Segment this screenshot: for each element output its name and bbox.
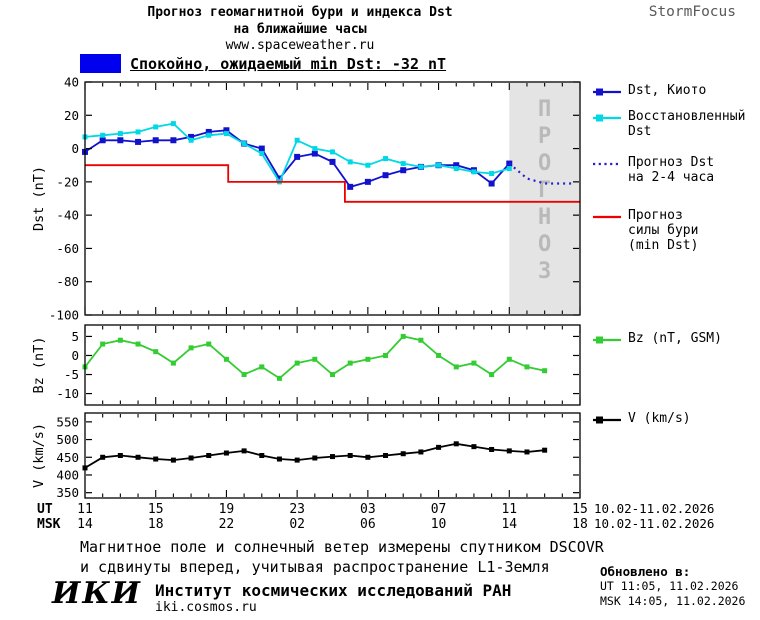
svg-text:-40: -40 xyxy=(56,208,79,223)
legend-item-v: V (km/s) xyxy=(592,411,691,427)
source-website: www.spaceweather.ru xyxy=(225,38,375,53)
svg-text:40: 40 xyxy=(64,76,79,90)
institute-name: Институт космических исследований РАН xyxy=(155,581,512,600)
bz-swatch-icon xyxy=(593,336,621,344)
svg-text:-60: -60 xyxy=(56,241,79,256)
legend-item-dst-kyoto: Dst, Киото xyxy=(592,83,706,99)
v-swatch-icon xyxy=(593,416,621,424)
svg-text:-80: -80 xyxy=(56,274,79,289)
legend-forecast-label-line2: на 2-4 часа xyxy=(628,170,715,185)
svg-text:-100: -100 xyxy=(49,308,79,322)
svg-text:10.02-11.02.2026: 10.02-11.02.2026 xyxy=(594,516,714,531)
measurement-note-line1: Магнитное поле и солнечный ветер измерен… xyxy=(80,538,604,556)
iki-logo: ИКИ xyxy=(52,576,142,611)
updated-label: Обновлено в: xyxy=(600,564,691,579)
svg-text:-20: -20 xyxy=(56,174,79,189)
updated-msk: MSK 14:05, 11.02.2026 xyxy=(600,594,746,608)
updated-block: Обновлено в: UT 11:05, 11.02.2026 MSK 14… xyxy=(600,564,745,609)
status-color-box xyxy=(80,54,121,73)
svg-text:18: 18 xyxy=(572,517,588,532)
legend-storm-label-line3: (min Dst) xyxy=(628,238,699,253)
svg-text:20: 20 xyxy=(64,108,79,123)
legend-item-bz: Bz (nT, GSM) xyxy=(592,331,722,347)
svg-text:15: 15 xyxy=(572,502,588,517)
svg-text:14: 14 xyxy=(501,517,517,532)
institute-site: iki.cosmos.ru xyxy=(155,600,257,615)
svg-text:MSK: MSK xyxy=(37,517,61,532)
legend-v-label: V (km/s) xyxy=(628,411,691,426)
status-banner: Спокойно, ожидаемый min Dst: -32 nT xyxy=(80,54,446,73)
svg-text:10.02-11.02.2026: 10.02-11.02.2026 xyxy=(594,501,714,516)
svg-text:5: 5 xyxy=(71,329,79,344)
svg-text:22: 22 xyxy=(219,517,235,532)
svg-text:450: 450 xyxy=(56,450,79,465)
svg-text:Dst (nT): Dst (nT) xyxy=(31,166,47,231)
svg-text:UT: UT xyxy=(37,502,53,517)
svg-text:23: 23 xyxy=(289,502,305,517)
panel-bz-svg: 5 0 -5 -10 Bz (nT) xyxy=(31,324,581,406)
svg-text:14: 14 xyxy=(77,517,93,532)
svg-text:10: 10 xyxy=(431,517,447,532)
legend-restored-label-line1: Восстановленный xyxy=(628,109,746,124)
svg-text:-10: -10 xyxy=(56,386,79,401)
panel-v-svg: 550 500 450 400 350 V (km/s) xyxy=(31,412,581,500)
brand-label: StormFocus xyxy=(648,4,736,20)
panel-dst-svg: П Р О Г Н О З 40 20 0 -20 -40 -60 -80 -100 Dst (nT) xyxy=(31,76,581,322)
svg-text:0: 0 xyxy=(71,141,79,156)
page-title: Прогноз геомагнитной бури и индекса Dst xyxy=(147,5,453,20)
status-text: Спокойно, ожидаемый min Dst: -32 nT xyxy=(130,54,447,73)
svg-text:0: 0 xyxy=(71,348,79,363)
measurement-note-line2: и сдвинуты вперед, учитывая распростране… xyxy=(80,558,550,576)
legend-storm-label-line1: Прогноз xyxy=(628,208,683,223)
svg-text:500: 500 xyxy=(56,432,79,447)
svg-text:15: 15 xyxy=(148,502,164,517)
svg-text:550: 550 xyxy=(56,414,79,429)
measurement-note: Магнитное поле и солнечный ветер измерен… xyxy=(80,537,604,577)
svg-text:03: 03 xyxy=(360,502,376,517)
svg-text:400: 400 xyxy=(56,467,79,482)
svg-text:350: 350 xyxy=(56,485,79,500)
legend-item-restored-dst: Восстановленный Dst xyxy=(592,109,745,139)
legend-forecast-label-line1: Прогноз Dst xyxy=(628,155,715,170)
legend-bz-label: Bz (nT, GSM) xyxy=(628,331,722,346)
svg-text:02: 02 xyxy=(289,517,305,532)
xaxis-svg: UTMSK1114151819222302030607101114151810.… xyxy=(37,501,714,532)
chart-header: Прогноз геомагнитной бури и индекса Dst … xyxy=(75,4,525,54)
legend-item-storm-forecast: Прогноз силы бури (min Dst) xyxy=(592,208,698,253)
svg-text:19: 19 xyxy=(219,502,235,517)
legend-restored-label-line2: Dst xyxy=(628,124,652,139)
svg-text:11: 11 xyxy=(77,502,93,517)
restored-dst-swatch-icon xyxy=(593,114,621,122)
svg-text:Bz (nT): Bz (nT) xyxy=(31,337,47,394)
svg-text:11: 11 xyxy=(501,502,517,517)
dst-kyoto-swatch-icon xyxy=(593,88,621,96)
svg-text:07: 07 xyxy=(431,502,447,517)
legend-item-forecast-dst: Прогноз Dst на 2-4 часа xyxy=(592,155,714,185)
legend-storm-label-line2: силы бури xyxy=(628,223,699,238)
page-title-line2: на ближайшие часы xyxy=(233,22,367,37)
updated-ut: UT 11:05, 11.02.2026 xyxy=(600,579,739,593)
svg-text:06: 06 xyxy=(360,517,376,532)
svg-text:V (km/s): V (km/s) xyxy=(31,423,47,488)
svg-text:18: 18 xyxy=(148,517,164,532)
svg-text:-5: -5 xyxy=(64,367,79,382)
forecast-dst-swatch-icon xyxy=(593,162,621,166)
storm-forecast-swatch-icon xyxy=(593,215,621,219)
legend-dst-kyoto-label: Dst, Киото xyxy=(628,83,707,98)
